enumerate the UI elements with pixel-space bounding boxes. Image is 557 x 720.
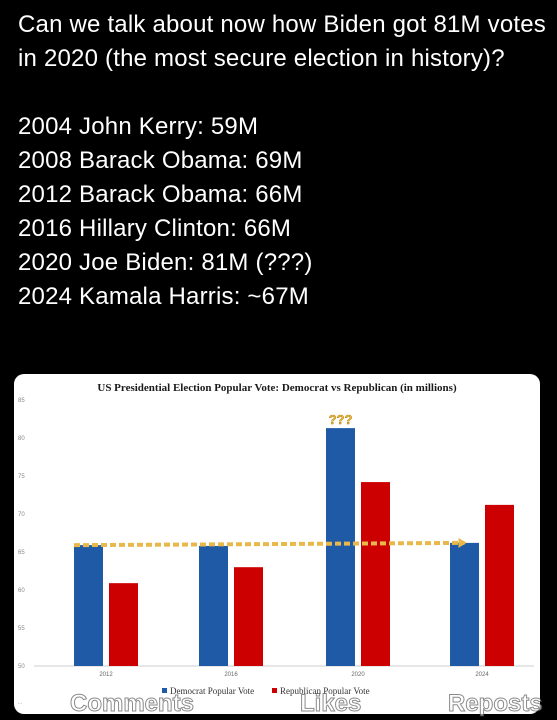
y-tick-label: 55 (18, 626, 25, 632)
legend-label-democrat: Democrat Popular Vote (170, 686, 254, 696)
bar-republican-2012 (109, 583, 138, 666)
chart-image[interactable]: US Presidential Election Popular Vote: D… (14, 374, 540, 714)
comments-count[interactable]: Comments (69, 690, 195, 718)
legend-swatch-democrat (162, 688, 167, 693)
trend-line (73, 540, 465, 548)
legend-label-republican: Republican Popular Vote (280, 686, 370, 696)
bar-republican-2024 (485, 504, 514, 666)
bar-democrat-2016 (199, 545, 228, 666)
source-note: ... (18, 700, 22, 706)
post-intro: Can we talk about now how Biden got 81M … (18, 11, 546, 72)
y-tick-label: 70 (18, 512, 25, 518)
bar-republican-2016 (234, 567, 263, 666)
post-line-harris: 2024 Kamala Harris: ~67M (18, 283, 309, 310)
legend-swatch-republican (272, 688, 277, 693)
post-line-kerry: 2004 John Kerry: 59M (18, 113, 259, 140)
question-annotation: ??? (329, 412, 353, 427)
y-tick-label: 65 (18, 550, 25, 556)
y-tick-label: 75 (18, 474, 25, 480)
post-line-obama-2008: 2008 Barack Obama: 69M (18, 147, 303, 174)
chart-title: US Presidential Election Popular Vote: D… (97, 382, 457, 394)
bar-democrat-2012 (74, 545, 103, 666)
bar-republican-2020 (361, 482, 390, 666)
y-tick-label: 60 (18, 588, 25, 594)
x-tick-label: 2024 (475, 672, 489, 678)
post-line-obama-2012: 2012 Barack Obama: 66M (18, 181, 303, 208)
y-tick-label: 50 (18, 664, 25, 670)
bar-chart: 50 55 60 65 70 75 80 85 2012 2016 2020 2024??? Democ… (18, 398, 534, 706)
likes-count[interactable]: Likes (299, 690, 362, 718)
x-tick-label: 2016 (224, 672, 238, 678)
x-tick-label: 2020 (351, 672, 365, 678)
y-tick-label: 80 (18, 436, 25, 442)
post-line-clinton: 2016 Hillary Clinton: 66M (18, 215, 292, 242)
post-text: Can we talk about now how Biden got 81M … (18, 8, 548, 314)
y-tick-label: 85 (18, 398, 25, 404)
x-tick-label: 2012 (99, 672, 113, 678)
engagement-bar: Comments Likes Reposts (0, 688, 557, 720)
trend-arrow (458, 537, 467, 548)
post-line-biden: 2020 Joe Biden: 81M (???) (18, 249, 313, 276)
bar-democrat-2020 (326, 428, 355, 666)
bar-democrat-2024 (450, 542, 479, 666)
reposts-count[interactable]: Reposts (448, 690, 544, 718)
